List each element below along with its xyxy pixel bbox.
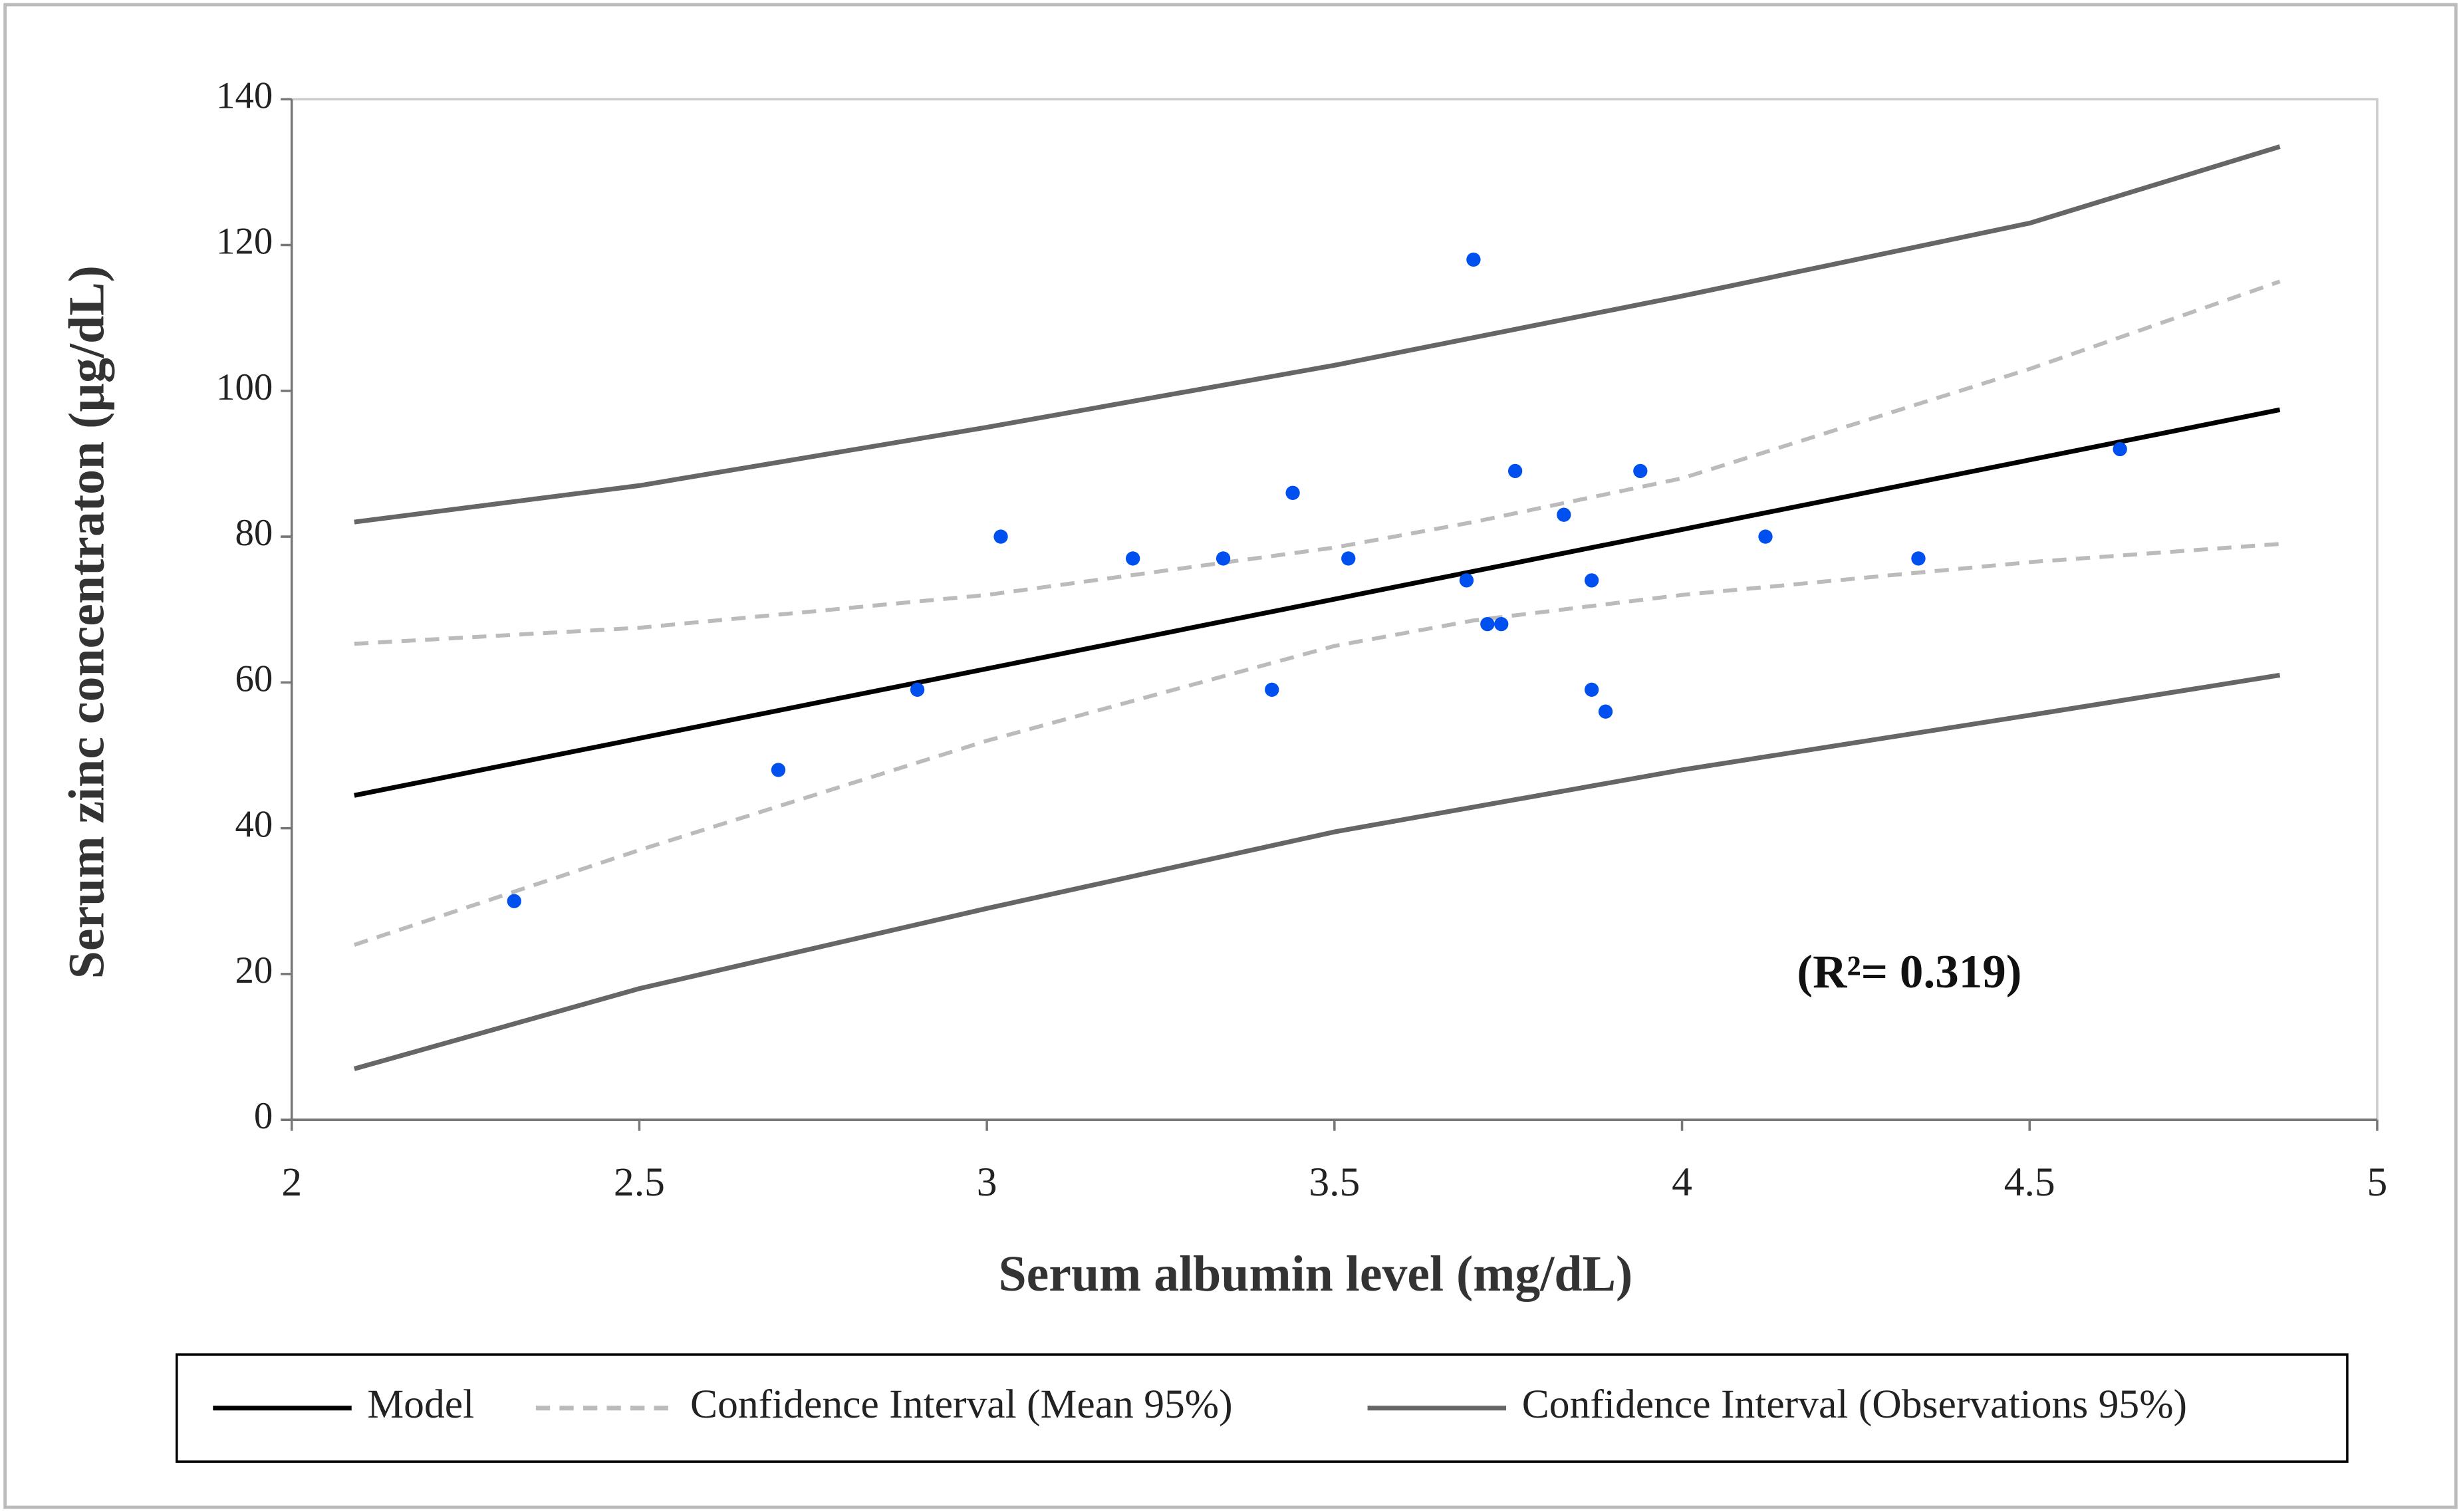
series-line [354,279,2281,646]
y-tick-label: 120 [216,221,273,263]
data-point [910,682,925,697]
series-line [354,407,2281,798]
data-point [1466,252,1481,267]
y-tick-label: 140 [216,74,273,116]
x-tick-label: 2 [281,1160,302,1205]
legend-label: Confidence Interval (Mean 95%) [690,1382,1233,1427]
data-point [1507,463,1523,479]
data-point [1633,463,1648,479]
data-point [1480,616,1495,632]
data-point [1584,682,1599,697]
data-point [1265,682,1279,697]
x-tick-label: 3.5 [1309,1160,1360,1205]
data-point [1911,551,1926,566]
annotation: (R²= 0.319) [1797,946,2021,998]
x-axis-label: Serum albumin level (mg/dL) [999,1246,1633,1302]
legend-label: Model [367,1382,474,1427]
series-line [354,144,2281,525]
data-point [1285,485,1300,500]
data-point [1126,551,1140,566]
data-point [1584,573,1599,588]
data-point [2113,441,2127,457]
y-tick-label: 100 [216,366,273,408]
y-tick-label: 40 [235,804,273,846]
data-point [1494,616,1509,632]
data-point [1459,573,1474,588]
frame [3,3,2458,1509]
x-tick-label: 2.5 [614,1160,665,1205]
x-tick-label: 4.5 [2004,1160,2055,1205]
data-point [771,763,786,777]
series-line [353,672,2281,1071]
data-point [1758,529,1773,544]
y-tick-label: 0 [254,1095,273,1137]
data-point [1557,507,1571,522]
y-tick-label: 80 [235,512,273,554]
data-point [1598,704,1613,719]
x-tick-label: 3 [977,1160,997,1205]
data-point [1341,551,1356,566]
data-point [993,529,1008,544]
data-point [1216,551,1231,566]
legend-label: Confidence Interval (Observations 95%) [1522,1382,2187,1427]
series-line [353,542,2280,947]
y-axis-label: Serum zinc concentraton (µg/dL) [59,265,114,979]
y-tick-label: 60 [235,658,273,699]
y-tick-label: 20 [235,949,273,991]
data-point [507,894,521,908]
x-tick-label: 5 [2367,1160,2388,1205]
x-tick-label: 4 [1672,1160,1692,1205]
